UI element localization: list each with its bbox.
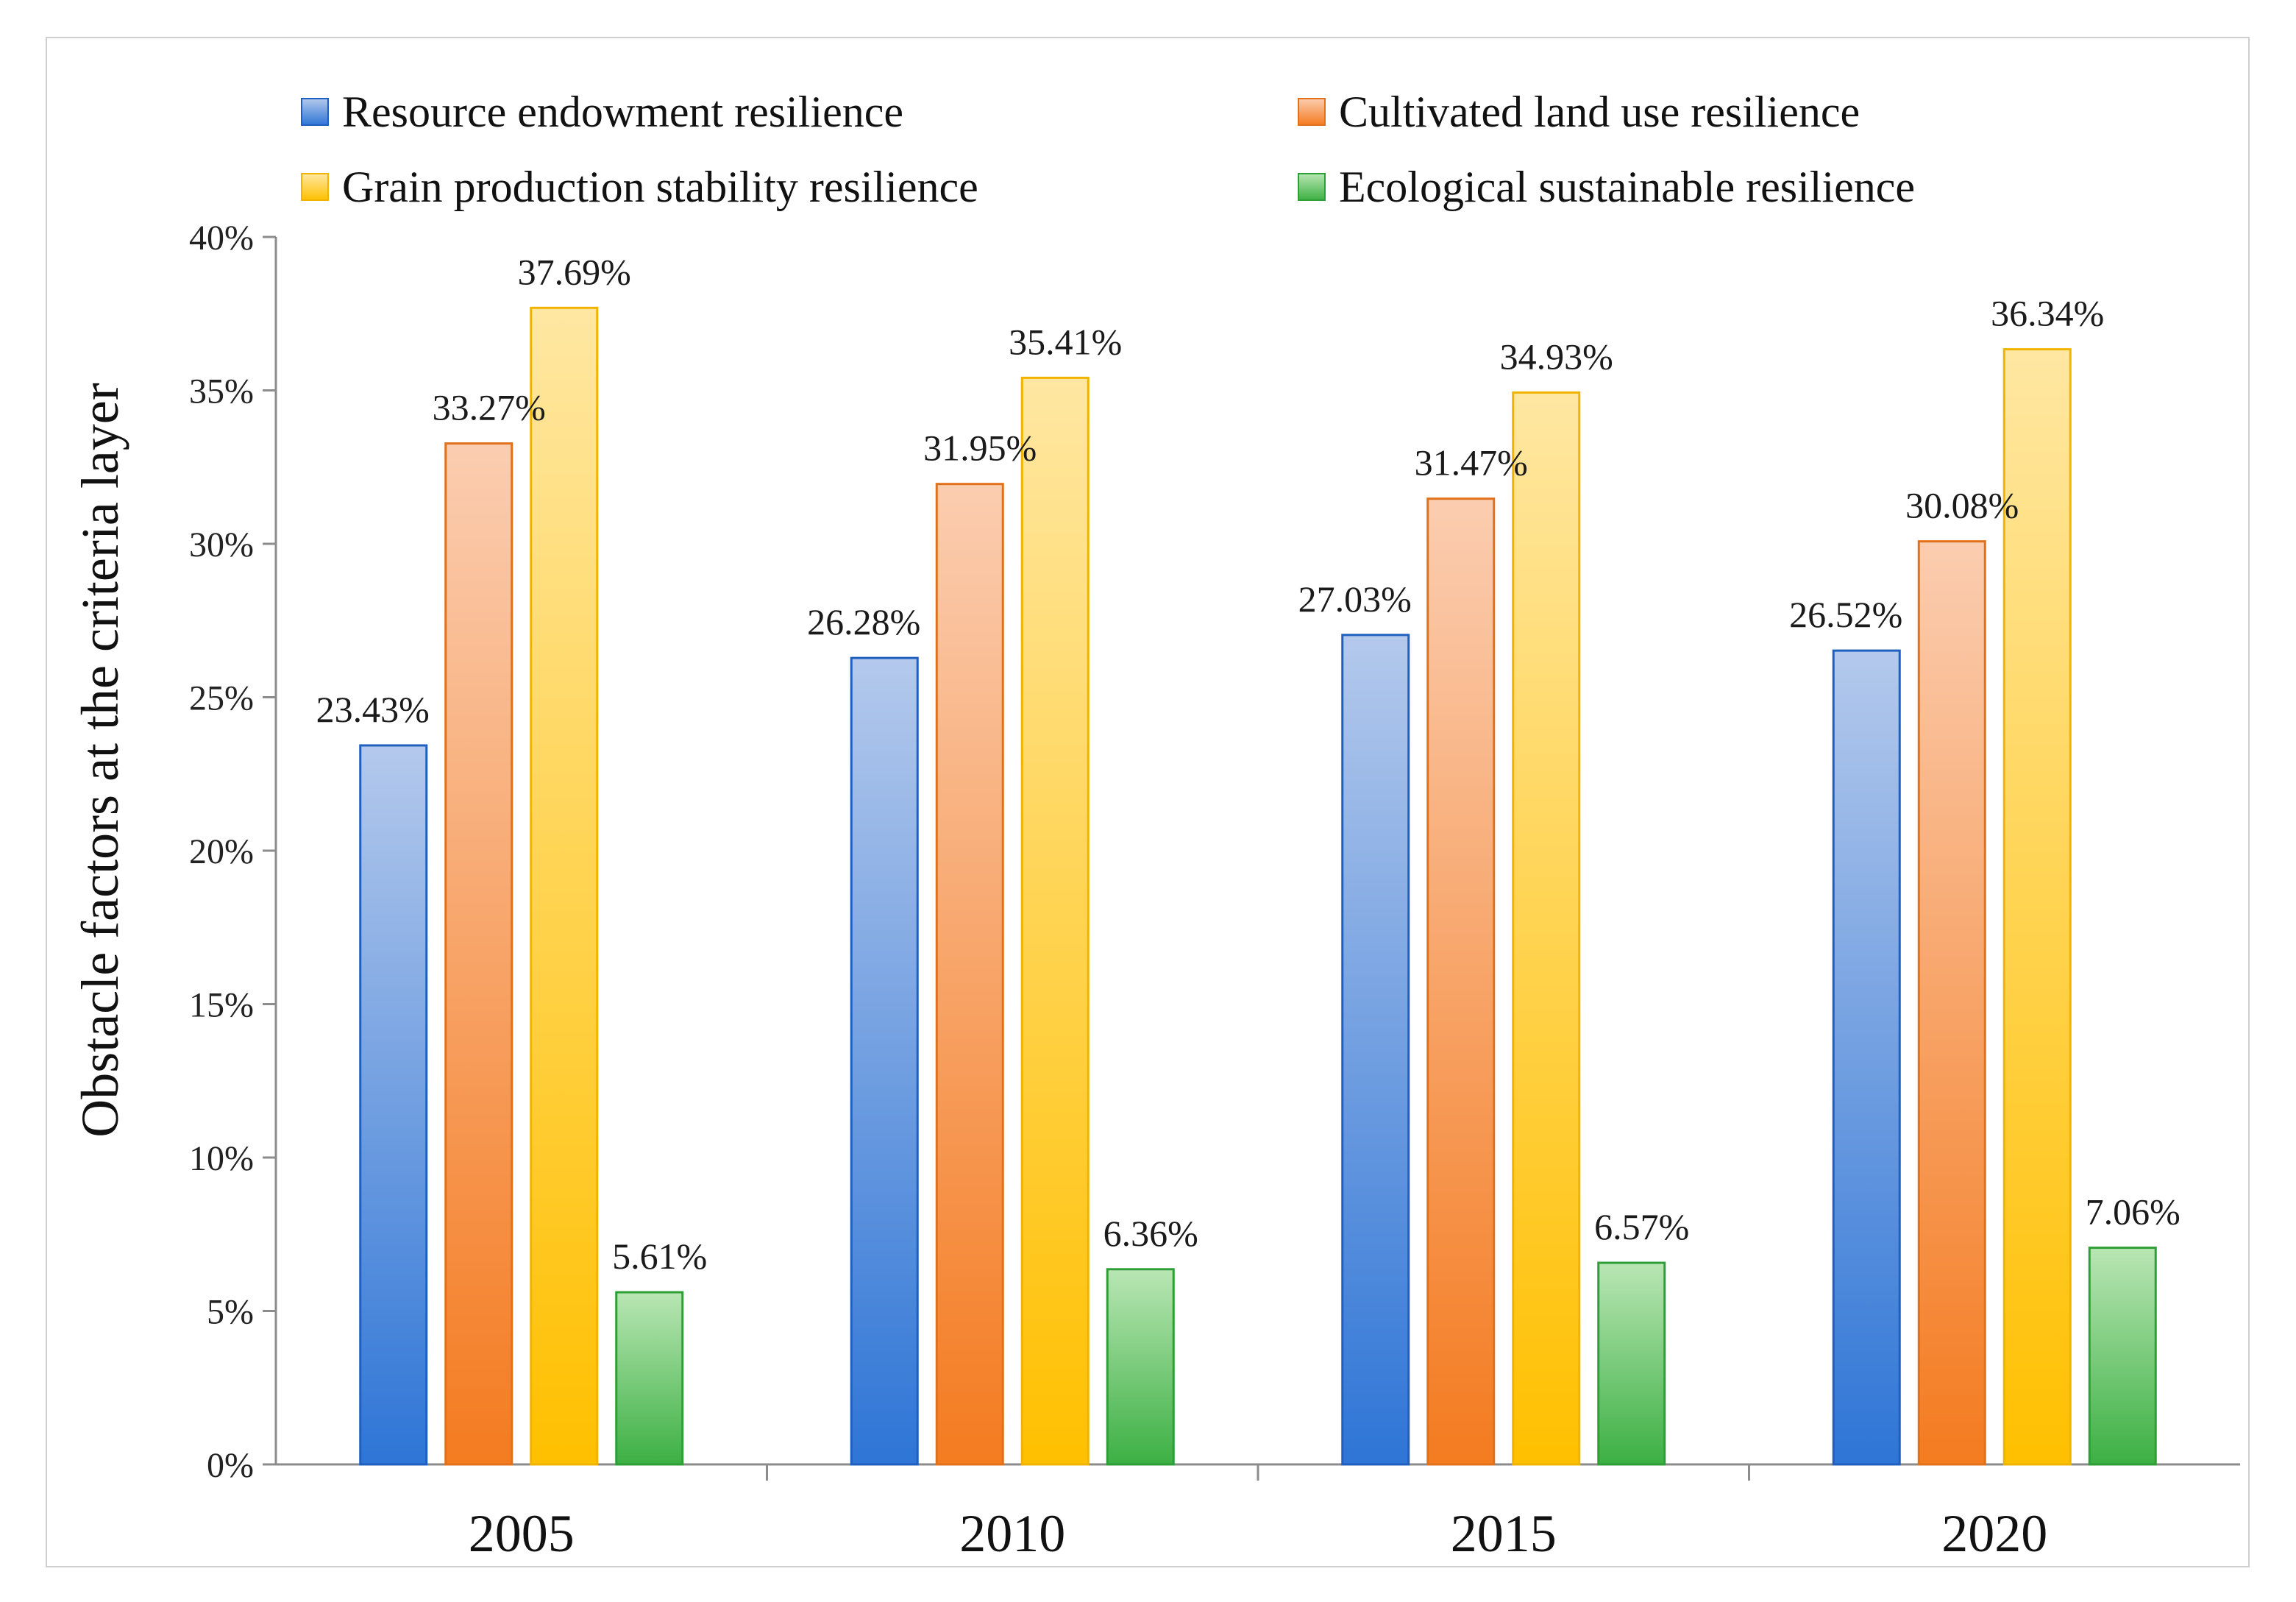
data-label-cultivated-land-use-resilience-2010: 31.95% bbox=[923, 428, 1037, 469]
bar-resource-endowment-resilience-2020 bbox=[1832, 649, 1901, 1466]
y-tick-label: 5% bbox=[207, 1293, 254, 1332]
data-label-resource-endowment-resilience-2010: 26.28% bbox=[807, 601, 920, 642]
bar-grain-production-stability-resilience-2015 bbox=[1512, 391, 1581, 1466]
bar-cultivated-land-use-resilience-2005 bbox=[444, 442, 513, 1466]
legend-label-grain-production: Grain production stability resilience bbox=[342, 163, 978, 211]
data-label-grain-production-stability-resilience-2020: 36.34% bbox=[1991, 293, 2104, 334]
x-category-label-2020: 2020 bbox=[1941, 1504, 2047, 1563]
y-tick-label: 15% bbox=[189, 986, 254, 1025]
legend-label-cultivated-land-use: Cultivated land use resilience bbox=[1339, 88, 1860, 136]
data-label-grain-production-stability-resilience-2005: 37.69% bbox=[518, 251, 631, 292]
data-label-grain-production-stability-resilience-2010: 35.41% bbox=[1009, 321, 1122, 362]
axes: 0% 5% 10% 15% 20% 25% 30% 35% 40% 2005 2010 2015 202… bbox=[189, 219, 2240, 1563]
bar-ecological-sustainable-resilience-2020 bbox=[2088, 1247, 2157, 1466]
legend-label-resource-endowment: Resource endowment resilience bbox=[342, 88, 903, 136]
data-labels: 23.43% 33.27% 37.69% 5.61% 26.28% 31.95% 35.41… bbox=[316, 251, 2181, 1277]
y-tick-label: 20% bbox=[189, 832, 254, 871]
y-tick-label: 40% bbox=[189, 219, 254, 258]
x-category-label-2005: 2005 bbox=[469, 1504, 575, 1563]
legend-item-resource-endowment: Resource endowment resilience bbox=[301, 88, 903, 136]
bar-grain-production-stability-resilience-2020 bbox=[2002, 348, 2072, 1466]
data-label-ecological-sustainable-resilience-2015: 6.57% bbox=[1594, 1206, 1689, 1247]
legend-swatch-ecological-sustainable bbox=[1298, 173, 1326, 201]
bar-cultivated-land-use-resilience-2015 bbox=[1426, 497, 1496, 1466]
legend-item-ecological-sustainable: Ecological sustainable resilience bbox=[1298, 163, 1915, 211]
y-tick-label: 35% bbox=[189, 372, 254, 411]
legend-item-cultivated-land-use: Cultivated land use resilience bbox=[1298, 88, 1860, 136]
legend: Resource endowment resilience Cultivated… bbox=[301, 88, 1915, 211]
bar-grain-production-stability-resilience-2010 bbox=[1020, 376, 1090, 1466]
data-label-ecological-sustainable-resilience-2005: 5.61% bbox=[612, 1236, 707, 1277]
legend-label-ecological-sustainable: Ecological sustainable resilience bbox=[1339, 163, 1915, 211]
legend-item-grain-production: Grain production stability resilience bbox=[301, 163, 978, 211]
data-label-grain-production-stability-resilience-2015: 34.93% bbox=[1500, 336, 1613, 377]
data-label-resource-endowment-resilience-2020: 26.52% bbox=[1789, 594, 1902, 635]
bar-resource-endowment-resilience-2010 bbox=[850, 656, 919, 1466]
bar-grain-production-stability-resilience-2005 bbox=[530, 306, 599, 1466]
bar-resource-endowment-resilience-2015 bbox=[1341, 634, 1410, 1466]
data-label-ecological-sustainable-resilience-2020: 7.06% bbox=[2086, 1191, 2181, 1233]
y-tick-label: 0% bbox=[207, 1446, 254, 1485]
x-category-label-2015: 2015 bbox=[1451, 1504, 1557, 1563]
legend-swatch-grain-production bbox=[301, 173, 329, 201]
legend-swatch-cultivated-land-use bbox=[1298, 98, 1326, 126]
bar-ecological-sustainable-resilience-2010 bbox=[1106, 1268, 1175, 1466]
bar-cultivated-land-use-resilience-2020 bbox=[1917, 540, 1986, 1466]
data-label-resource-endowment-resilience-2015: 27.03% bbox=[1298, 578, 1412, 620]
bar-ecological-sustainable-resilience-2015 bbox=[1597, 1261, 1666, 1466]
data-label-cultivated-land-use-resilience-2005: 33.27% bbox=[433, 387, 546, 428]
data-label-ecological-sustainable-resilience-2010: 6.36% bbox=[1103, 1213, 1198, 1254]
bar-cultivated-land-use-resilience-2010 bbox=[935, 483, 1004, 1466]
x-category-label-2010: 2010 bbox=[959, 1504, 1065, 1563]
y-tick-label: 10% bbox=[189, 1139, 254, 1178]
legend-swatch-resource-endowment bbox=[301, 98, 329, 126]
y-tick-label: 25% bbox=[189, 679, 254, 718]
data-label-cultivated-land-use-resilience-2020: 30.08% bbox=[1905, 485, 2019, 526]
bar-ecological-sustainable-resilience-2005 bbox=[615, 1291, 684, 1466]
data-label-cultivated-land-use-resilience-2015: 31.47% bbox=[1415, 442, 1528, 483]
y-tick-label: 30% bbox=[189, 525, 254, 564]
y-axis-title: Obstacle factors at the criteria layer bbox=[71, 383, 129, 1137]
bars bbox=[359, 306, 2157, 1466]
data-label-resource-endowment-resilience-2005: 23.43% bbox=[316, 689, 430, 730]
bar-resource-endowment-resilience-2005 bbox=[359, 744, 428, 1466]
